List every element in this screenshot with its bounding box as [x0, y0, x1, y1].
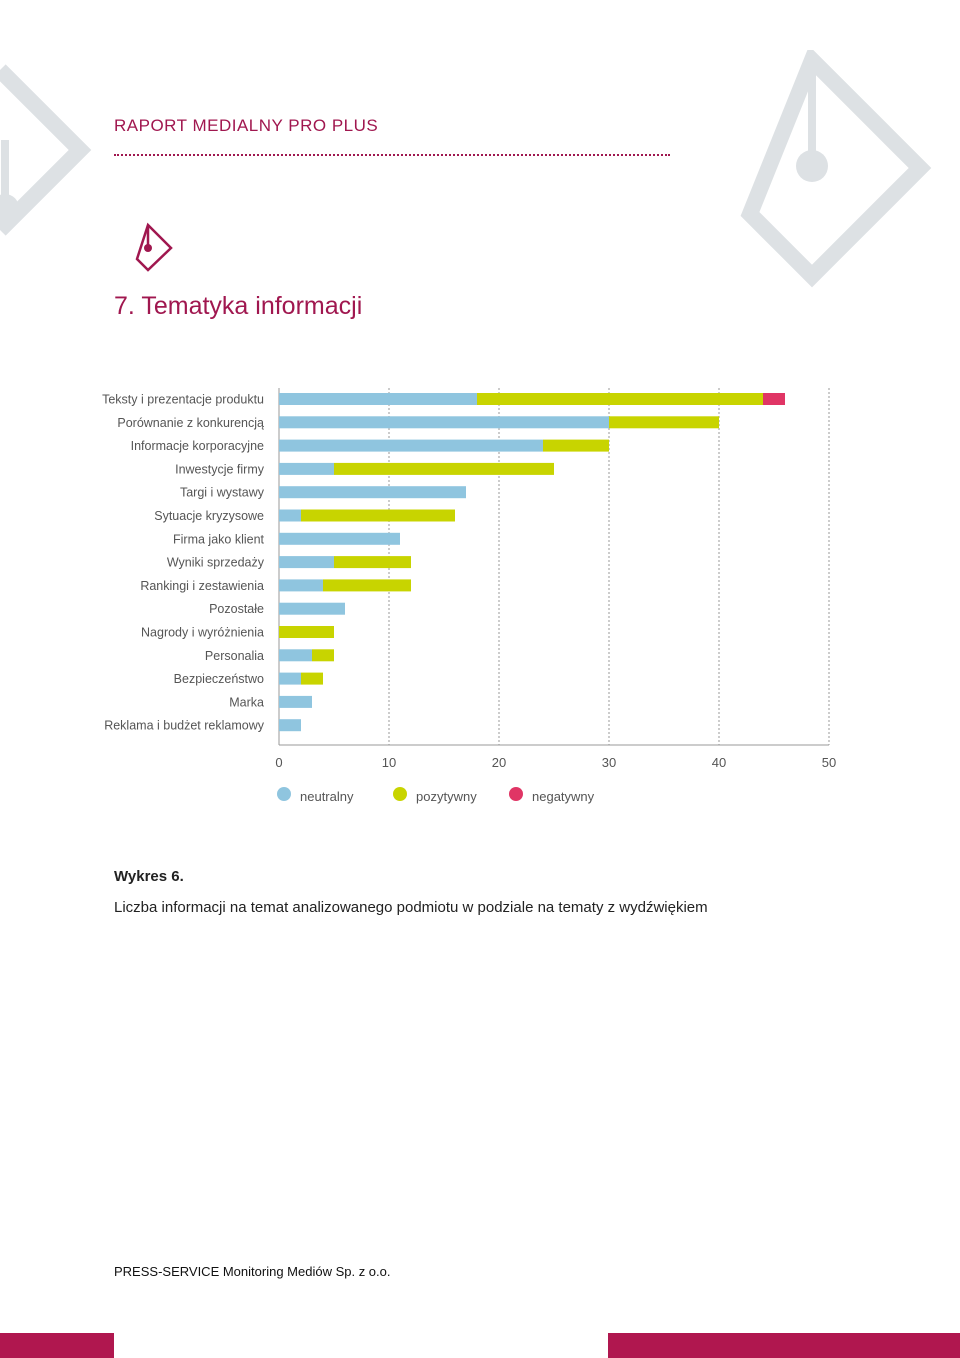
bar-pozytywny	[334, 556, 411, 569]
decorative-diamond-right	[740, 50, 932, 288]
x-axis-ticks: 0 10 20 30 40 50	[275, 755, 836, 770]
category-label: Reklama i budżet reklamowy	[104, 719, 265, 733]
bar-pozytywny	[323, 579, 411, 592]
decorative-diamond-left	[0, 64, 92, 236]
category-label: Pozostałe	[209, 602, 264, 616]
x-tick-label: 20	[492, 755, 506, 770]
bar-neutralny	[279, 486, 466, 499]
x-tick-label: 50	[822, 755, 836, 770]
category-label: Informacje korporacyjne	[131, 439, 264, 453]
category-label: Porównanie z konkurencją	[117, 416, 264, 430]
footer-bar-left	[0, 1333, 114, 1358]
header-divider	[114, 154, 670, 156]
section-diamond-icon	[135, 222, 173, 272]
x-tick-label: 10	[382, 755, 396, 770]
bar-neutralny	[279, 649, 312, 662]
legend-label-neutralny: neutralny	[300, 789, 354, 804]
bar-pozytywny	[334, 462, 554, 475]
category-label: Marka	[229, 695, 264, 709]
bar-neutralny	[279, 719, 301, 732]
report-title: RAPORT MEDIALNY PRO PLUS	[114, 116, 379, 135]
bar-neutralny	[279, 602, 345, 615]
legend-label-pozytywny: pozytywny	[416, 789, 477, 804]
legend-swatch-neutralny	[277, 787, 291, 801]
bar-neutralny	[279, 532, 400, 545]
topic-sentiment-chart: Teksty i prezentacje produktu Porównanie …	[102, 388, 836, 804]
bar-pozytywny	[543, 439, 609, 452]
category-label: Nagrody i wyróżnienia	[141, 626, 264, 640]
bar-pozytywny	[609, 416, 719, 429]
section-title: 7. Tematyka informacji	[114, 292, 363, 320]
bar-pozytywny	[279, 626, 334, 638]
category-label: Rankingi i zestawienia	[140, 579, 264, 593]
chart-caption-text: Liczba informacji na temat analizowanego…	[114, 899, 708, 916]
category-label: Firma jako klient	[173, 532, 265, 546]
category-labels: Teksty i prezentacje produktu Porównanie …	[102, 393, 265, 733]
bar-pozytywny	[312, 649, 334, 662]
footer-bar-right	[608, 1333, 960, 1358]
bar-pozytywny	[301, 509, 455, 522]
category-label: Personalia	[205, 649, 264, 663]
x-tick-label: 0	[275, 755, 282, 770]
category-label: Teksty i prezentacje produktu	[102, 393, 264, 407]
chart-legend: neutralny pozytywny negatywny	[277, 787, 595, 804]
category-label: Targi i wystawy	[180, 486, 265, 500]
category-label: Sytuacje kryzysowe	[154, 509, 264, 523]
bar-pozytywny	[301, 672, 323, 685]
bar-neutralny	[279, 462, 334, 475]
footer-company: PRESS-SERVICE Monitoring Mediów Sp. z o.…	[114, 1264, 391, 1279]
category-label: Bezpieczeństwo	[174, 672, 264, 686]
legend-swatch-negatywny	[509, 787, 523, 801]
bar-neutralny	[279, 393, 477, 405]
bar-neutralny	[279, 509, 301, 522]
chart-bars	[279, 393, 785, 732]
legend-swatch-pozytywny	[393, 787, 407, 801]
category-label: Wyniki sprzedaży	[167, 556, 265, 570]
bar-neutralny	[279, 579, 323, 592]
chart-caption-title: Wykres 6.	[114, 868, 184, 885]
bar-neutralny	[279, 416, 609, 429]
bar-negatywny	[763, 393, 785, 405]
bar-neutralny	[279, 672, 301, 685]
legend-label-negatywny: negatywny	[532, 789, 595, 804]
x-tick-label: 40	[712, 755, 726, 770]
bar-neutralny	[279, 439, 543, 452]
bar-neutralny	[279, 556, 334, 569]
bar-neutralny	[279, 695, 312, 708]
x-tick-label: 30	[602, 755, 616, 770]
category-label: Inwestycje firmy	[175, 462, 265, 476]
bar-pozytywny	[477, 393, 763, 405]
